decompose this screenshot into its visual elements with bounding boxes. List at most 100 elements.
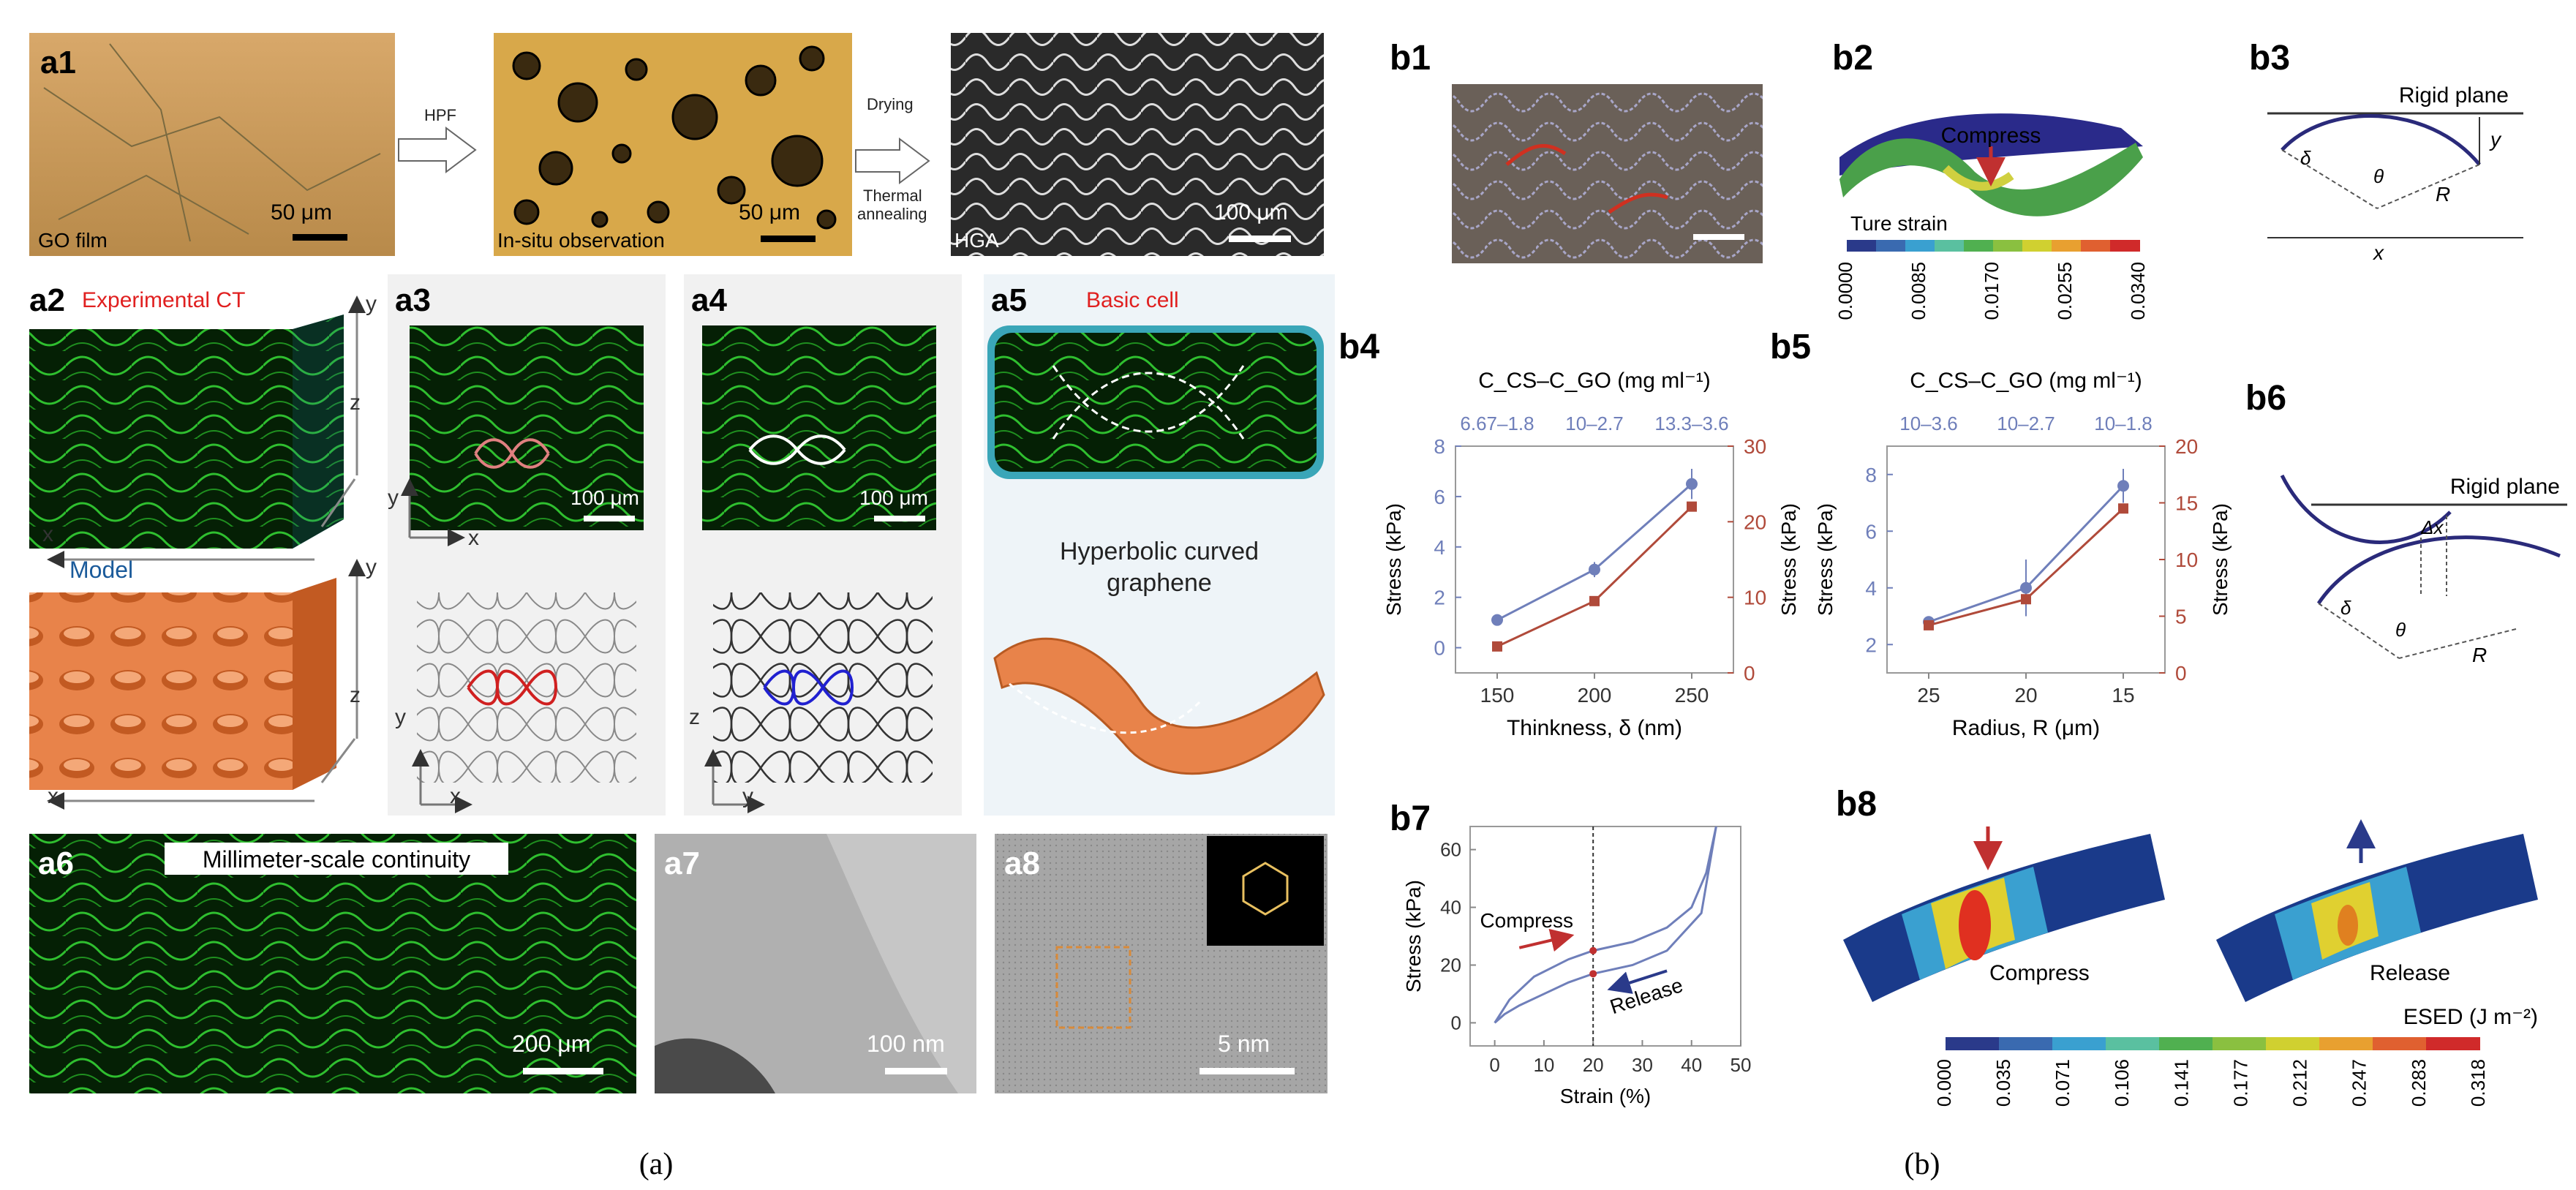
y-tick-label-right: 0	[1744, 662, 1755, 685]
y-tick-label-right: 20	[2175, 435, 2198, 458]
data-point	[1687, 501, 1697, 512]
hyperbolic-graphene-model	[993, 637, 1325, 775]
scale-bar	[761, 236, 816, 242]
basic-cell-title: Basic cell	[1086, 288, 1179, 312]
panel-label-b4: b4	[1338, 328, 1379, 366]
panel-label-a7: a7	[664, 846, 700, 881]
data-point	[1589, 970, 1597, 978]
panel-a6: a6 Millimeter-scale continuity 200 μm	[29, 834, 636, 1093]
experimental-ct-title: Experimental CT	[82, 288, 245, 312]
panel-label-b8: b8	[1836, 785, 1877, 824]
colorbar-tick-label: 0.247	[2349, 1059, 2370, 1107]
panel-label-b6: b6	[2245, 379, 2286, 418]
a7-scale-label: 100 nm	[867, 1031, 945, 1057]
y-tick-label-right: 20	[1744, 511, 1766, 533]
colorbar-tick-label: 0.0170	[1981, 262, 2003, 320]
axis-x-label: x	[42, 522, 53, 546]
y-tick-label-left: 8	[1865, 464, 1877, 486]
axis-y-label: y	[388, 486, 399, 510]
top-tick-label: 6.67–1.8	[1460, 413, 1534, 434]
y-tick-label: 60	[1440, 839, 1461, 861]
colorbar-segment	[1964, 240, 1994, 252]
panel-b3: b3 Rigid plane δ θ R x y	[2249, 39, 2523, 264]
colorbar-segment	[2159, 1037, 2213, 1050]
y-tick-label-right: 5	[2175, 606, 2187, 628]
panel-label-a2: a2	[29, 282, 65, 318]
go-film-label: GO film	[38, 229, 108, 252]
axis-y-label: y	[366, 292, 377, 316]
panel-b2: b2 Compress Ture strain 0.0000 0.0085 0.01…	[1832, 39, 2149, 320]
y-tick-label-left: 0	[1434, 637, 1445, 660]
x-tick-label: 20	[2014, 684, 2037, 707]
colorbar-segment	[2052, 240, 2082, 252]
y-tick-label-right: 10	[1744, 587, 1766, 609]
colorbar-segment	[2110, 240, 2140, 252]
flow-arrow	[855, 138, 930, 184]
panel-b1: b1	[1390, 39, 1763, 263]
axis-y-label: y	[742, 784, 753, 808]
colorbar-tick-label: 0.212	[2289, 1059, 2311, 1107]
hpf-label: HPF	[424, 106, 456, 124]
y-tick-label-right: 30	[1744, 435, 1766, 458]
data-point	[1492, 641, 1502, 652]
x-tick-label: 20	[1583, 1054, 1604, 1076]
panel-a4: a4 100 μm z y	[684, 274, 962, 816]
data-point	[2020, 581, 2032, 594]
in-situ-scale: 50 μm	[739, 200, 800, 225]
go-film-scale: 50 μm	[271, 200, 332, 225]
scale-bar	[1693, 234, 1744, 240]
colorbar-segment	[2266, 1037, 2320, 1050]
top-axis-title: C_CS–C_GO (mg ml⁻¹)	[1478, 369, 1711, 393]
panel-label-b3: b3	[2249, 39, 2290, 78]
y-tick-label-left: 4	[1865, 577, 1877, 600]
chart-b4: b4C_CS–C_GO (mg ml⁻¹)1506.67–1.820010–2.…	[1338, 328, 1800, 740]
scale-bar	[293, 234, 347, 241]
colorbar-tick-label: 0.0255	[2054, 262, 2076, 320]
R-label: R	[2472, 644, 2487, 666]
millimeter-ct-image	[29, 834, 636, 1093]
colorbar-segment	[2212, 1037, 2267, 1050]
caption-a: (a)	[639, 1148, 674, 1181]
data-point	[1924, 620, 1934, 630]
y-tick-label: 40	[1440, 897, 1461, 919]
flow-arrow	[398, 127, 477, 173]
colorbar-tick-label: 0.177	[2229, 1059, 2251, 1107]
data-point	[1589, 946, 1597, 954]
colorbar-segment	[1946, 1037, 2000, 1050]
panel-label-b2: b2	[1832, 39, 1873, 78]
model-label: Model	[69, 557, 133, 583]
scale-bar	[1200, 1068, 1295, 1074]
hga-image	[951, 33, 1324, 256]
panel-b6: b6 Rigid plane Δx δ θ R	[2245, 379, 2567, 666]
go-film-image	[29, 33, 395, 256]
axis-y-label: y	[366, 555, 377, 579]
y-axis-label-right: Stress (kPa)	[1777, 503, 1800, 616]
colorbar-tick-label: 0.141	[2170, 1059, 2192, 1107]
x-label: x	[2372, 241, 2384, 264]
drying-label: Drying	[867, 95, 914, 113]
panel-label-a8: a8	[1004, 846, 1040, 881]
axis-x-label: x	[450, 784, 461, 808]
millimeter-title: Millimeter-scale continuity	[203, 846, 470, 873]
top-tick-label: 10–2.7	[1565, 413, 1624, 434]
y-tick-label: 0	[1451, 1012, 1461, 1033]
colorbar-segment	[2373, 1037, 2427, 1050]
x-axis-label: Thinkness, δ (nm)	[1507, 716, 1682, 740]
panel-a3: a3 100 μm y x y x	[388, 274, 666, 816]
x-tick-label: 50	[1730, 1054, 1752, 1076]
in-situ-label: In-situ observation	[497, 229, 665, 252]
colorbar-segment	[2052, 1037, 2106, 1050]
ct-slice-image	[702, 325, 936, 530]
scale-bar	[523, 1068, 603, 1074]
ct-slice-image	[410, 325, 644, 530]
colorbar-tick-label: 0.283	[2408, 1059, 2430, 1107]
y-tick-label-left: 6	[1865, 520, 1877, 543]
top-axis-title: C_CS–C_GO (mg ml⁻¹)	[1910, 369, 2142, 393]
colorbar-tick-label: 0.0340	[2127, 262, 2149, 320]
colorbar-segment	[1847, 240, 1877, 252]
caption-b: (b)	[1905, 1148, 1940, 1181]
hyperbolic-label-line1: Hyperbolic curved	[1060, 538, 1259, 565]
delta-label: δ	[2340, 597, 2351, 619]
plot-frame	[1469, 826, 1741, 1047]
